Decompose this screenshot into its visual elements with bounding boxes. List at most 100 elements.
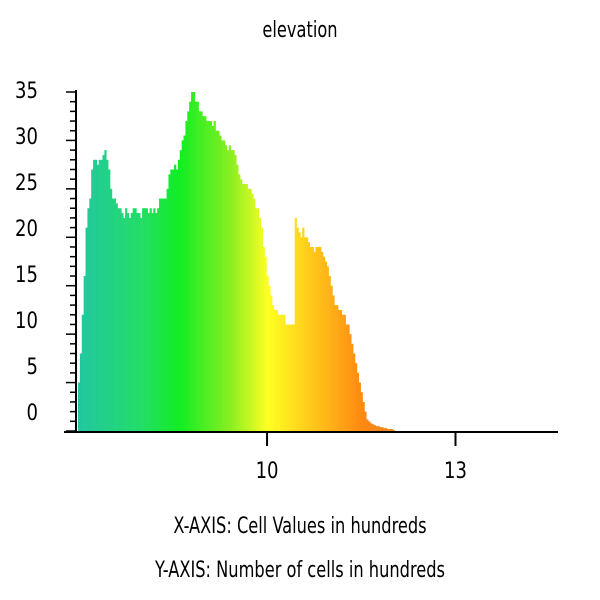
histogram-bar — [273, 309, 277, 431]
x-axis-label: X-AXIS: Cell Values in hundreds — [173, 514, 427, 539]
histogram-bar — [211, 125, 214, 432]
histogram-bar — [345, 324, 348, 431]
histogram-bar — [385, 428, 388, 431]
histogram-bar — [392, 430, 395, 431]
histogram-bar — [151, 213, 154, 431]
histogram-bar — [230, 150, 233, 432]
histogram-bar — [219, 135, 222, 431]
histogram-bar — [160, 198, 164, 431]
histogram-bar — [240, 179, 243, 431]
histogram-bar — [175, 169, 179, 432]
y-tick-label: 15 — [15, 261, 38, 287]
histogram-bar — [100, 159, 103, 432]
histogram-bar — [313, 251, 316, 431]
histogram-bar — [206, 121, 209, 431]
chart-title: elevation — [262, 18, 338, 43]
histogram-bar — [315, 246, 318, 431]
histogram-bar — [149, 208, 152, 431]
histogram-bar — [170, 169, 173, 432]
histogram-bar — [191, 92, 194, 431]
histogram-bar — [130, 213, 133, 431]
histogram-bar — [196, 101, 199, 431]
histogram-bar — [224, 145, 228, 431]
histogram-bar — [78, 382, 81, 431]
histogram-bar — [294, 217, 297, 431]
histogram-bar — [264, 256, 267, 431]
histogram-bar — [324, 261, 328, 431]
histogram-bar — [198, 111, 201, 432]
histogram-bar — [209, 121, 213, 431]
histogram-bar — [183, 135, 186, 431]
histogram-bar — [362, 401, 365, 431]
histogram-bar — [157, 208, 160, 431]
histogram-bar — [243, 184, 246, 431]
histogram-bar — [247, 188, 250, 431]
histogram-bar — [287, 324, 290, 431]
histogram-bar — [317, 246, 320, 431]
histogram-bar — [356, 372, 360, 431]
histogram-bar — [126, 213, 130, 431]
histogram-bar — [181, 140, 184, 431]
histogram-bar — [119, 208, 122, 431]
histogram-bar — [358, 382, 361, 431]
y-ticks-group: 0 5 10 15 20 25 30 35 — [15, 77, 76, 432]
histogram-bar — [272, 305, 275, 431]
histogram-bar — [268, 285, 271, 431]
x-tick-label: 10 — [256, 457, 279, 483]
histogram-bar — [91, 169, 94, 432]
histogram-bar — [238, 174, 241, 431]
histogram-bar — [145, 208, 149, 431]
histogram-bar — [330, 285, 333, 431]
histogram-bar — [89, 198, 92, 431]
histogram-bar — [275, 309, 279, 431]
histogram-bar — [292, 324, 295, 431]
histogram-bar — [213, 121, 216, 431]
histogram-bar — [104, 150, 107, 432]
histogram-bar — [381, 427, 384, 431]
histogram-bar — [368, 421, 371, 431]
histogram-bar — [164, 198, 167, 431]
histogram-bar — [147, 213, 150, 431]
histogram-bar — [379, 427, 382, 431]
histogram-bar — [232, 150, 235, 432]
histogram-bar — [245, 184, 248, 431]
histogram-bar — [304, 237, 307, 431]
histogram-bar — [383, 428, 386, 431]
histogram-bar — [260, 227, 263, 431]
histogram-bar — [326, 266, 329, 431]
histogram-bar — [177, 159, 181, 432]
histogram-bar — [215, 130, 218, 432]
histogram-bar — [96, 164, 100, 431]
histogram-bar — [221, 140, 224, 431]
histogram-bar — [98, 159, 101, 432]
histogram-bar — [281, 314, 284, 431]
histogram-bar — [162, 198, 165, 431]
histogram-bar — [110, 188, 113, 431]
histogram-bar — [142, 208, 145, 431]
histogram-bar — [94, 159, 98, 432]
histogram-bar — [370, 423, 373, 431]
histogram-bar — [253, 198, 256, 431]
histogram-bar — [251, 193, 254, 431]
histogram-bar — [371, 424, 375, 431]
y-axis-label: Y-AXIS: Number of cells in hundreds — [155, 558, 445, 583]
histogram-bar — [79, 353, 83, 431]
histogram-bar — [123, 217, 126, 431]
histogram-bar — [351, 343, 354, 431]
histogram-bar — [364, 411, 367, 431]
histogram-bar — [117, 208, 120, 431]
histogram-bar — [270, 295, 273, 431]
histogram-bar — [179, 150, 182, 432]
histogram-bar — [236, 164, 239, 431]
histogram-bar — [115, 203, 118, 431]
histogram-bar — [128, 217, 132, 431]
histogram-bar — [223, 140, 226, 431]
histogram-bar — [138, 213, 141, 431]
histogram-bar — [338, 309, 341, 431]
histogram-bar — [373, 425, 377, 431]
histogram-bar — [339, 309, 343, 431]
histogram-bar — [334, 305, 337, 431]
histogram-bar — [257, 208, 260, 431]
x-ticks-group: 10 13 — [256, 432, 467, 483]
y-tick-label: 20 — [15, 215, 38, 241]
